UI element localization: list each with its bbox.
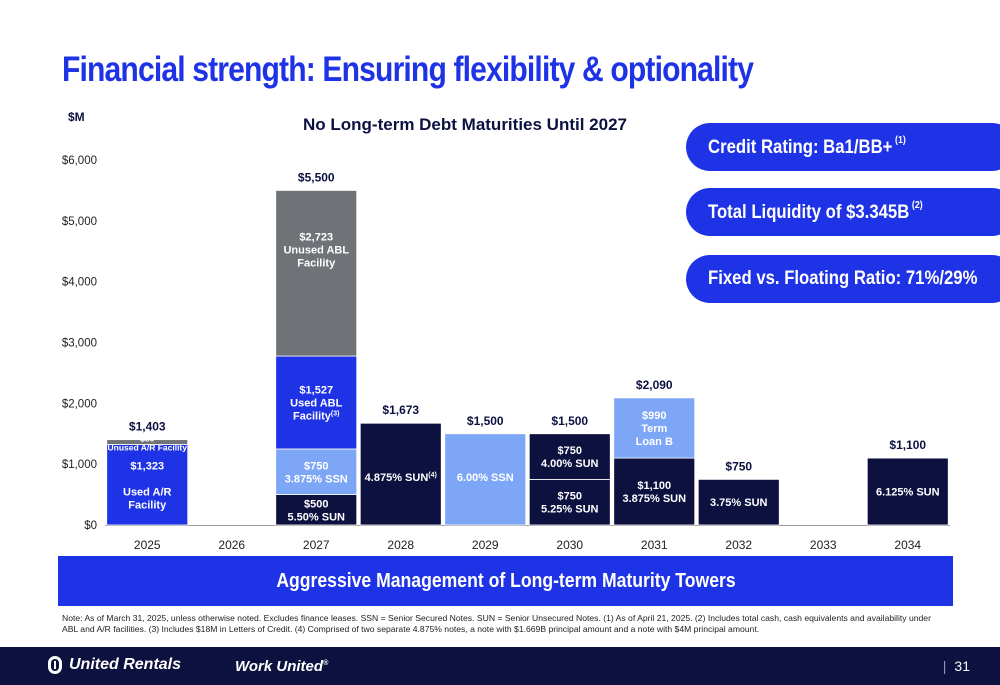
bar-segment bbox=[697, 478, 780, 526]
bar-segment-label: Unused A/R Facility bbox=[107, 443, 187, 453]
total-liquidity-pill: Total Liquidity of $3.345B (2) bbox=[686, 188, 1000, 236]
bar-segment-label: $1,527 bbox=[299, 385, 333, 397]
bar-segment bbox=[528, 478, 611, 526]
bar-segment-label: 3.75% SUN bbox=[710, 497, 768, 509]
company-logo: United Rentals bbox=[48, 656, 181, 674]
bar-total-label: $1,673 bbox=[382, 403, 419, 417]
page-number-text: 31 bbox=[954, 658, 970, 674]
x-tick-label: 2026 bbox=[218, 538, 245, 552]
bar-segment-label: 6.00% SSN bbox=[457, 472, 514, 484]
bar-segment-label: $750 bbox=[558, 445, 582, 457]
bar-segment-label: 4.00% SUN bbox=[541, 458, 599, 470]
bar-segment bbox=[613, 457, 696, 526]
bar-segment-label: 3.875% SSN bbox=[285, 473, 348, 485]
maturity-chart: $M No Long-term Debt Maturities Until 202… bbox=[62, 110, 950, 552]
x-tick-label: 2025 bbox=[134, 538, 161, 552]
x-tick-label: 2031 bbox=[641, 538, 668, 552]
y-axis-label: $M bbox=[68, 110, 85, 124]
bar-segment-label: 5.25% SUN bbox=[541, 504, 599, 516]
bar-segment-label: Facility bbox=[128, 499, 167, 511]
tagline-mark: ® bbox=[323, 660, 329, 667]
bar-segment bbox=[106, 439, 189, 445]
x-tick-label: 2033 bbox=[810, 538, 837, 552]
y-tick-label: $2,000 bbox=[62, 398, 97, 410]
x-tick-label: 2034 bbox=[894, 538, 921, 552]
bar-segment-label: Loan B bbox=[636, 436, 673, 448]
fixed-floating-pill: Fixed vs. Floating Ratio: 71%/29% bbox=[686, 255, 1000, 303]
bar-segment bbox=[613, 397, 696, 459]
bar-segment bbox=[444, 433, 527, 526]
y-tick-label: $1,000 bbox=[62, 459, 97, 471]
bar-segment-label: $1,100 bbox=[637, 480, 671, 492]
total-liquidity-footnote: (2) bbox=[911, 200, 923, 211]
bar-segment bbox=[275, 494, 358, 526]
total-liquidity-text: Total Liquidity of $3.345B bbox=[708, 202, 910, 223]
bar-segment-label: 6.125% SUN bbox=[876, 487, 940, 499]
bar-segment bbox=[275, 355, 358, 450]
y-tick-label: $5,000 bbox=[62, 216, 97, 228]
x-tick-label: 2029 bbox=[472, 538, 499, 552]
chart-title: No Long-term Debt Maturities Until 2027 bbox=[303, 115, 627, 134]
bar-segment-label: Used A/R bbox=[123, 486, 172, 498]
bar-segment-label: Used ABL bbox=[290, 398, 342, 410]
bar-segment-label: $2,723 bbox=[299, 231, 333, 243]
credit-rating-footnote: (1) bbox=[895, 135, 906, 146]
tagline: Work United® bbox=[235, 658, 328, 675]
y-tick-label: $3,000 bbox=[62, 338, 97, 350]
bar-total-label: $1,500 bbox=[467, 414, 504, 428]
bar-segment bbox=[528, 433, 611, 480]
company-name: United Rentals bbox=[69, 656, 182, 673]
x-tick-label: 2030 bbox=[556, 538, 583, 552]
y-tick-label: $4,000 bbox=[62, 277, 97, 289]
bar-total-label: $1,100 bbox=[889, 438, 926, 452]
bar-total-label: $2,090 bbox=[636, 378, 673, 392]
x-tick-label: 2028 bbox=[387, 538, 414, 552]
bar-segment bbox=[106, 444, 189, 526]
bar-segment-label: $990 bbox=[642, 410, 666, 422]
bar-total-label: $1,403 bbox=[129, 420, 166, 434]
bar-segment-label: Facility(3) bbox=[293, 411, 339, 423]
bar-segment bbox=[275, 448, 358, 495]
tagline-text: Work United bbox=[235, 658, 324, 675]
y-tick-label: $0 bbox=[84, 520, 97, 532]
bar-segment-label: $500 bbox=[304, 498, 328, 510]
bar-segment bbox=[275, 190, 358, 357]
bar-segment-label: Facility bbox=[297, 257, 336, 269]
x-tick-label: 2027 bbox=[303, 538, 330, 552]
credit-rating-text: Credit Rating: Ba1/BB+ bbox=[708, 137, 893, 158]
banner-text: Aggressive Management of Long-term Matur… bbox=[275, 569, 736, 592]
bar-segment-label: 5.50% SUN bbox=[288, 511, 346, 523]
bar-segment-label: $80 bbox=[140, 434, 154, 444]
y-tick-label: $6,000 bbox=[62, 155, 97, 167]
footnote: Note: As of March 31, 2025, unless other… bbox=[62, 613, 931, 634]
bar-segment-label: Term bbox=[641, 423, 667, 435]
bar-segment-label: $750 bbox=[558, 491, 582, 503]
bar-segment-label: 4.875% SUN(4) bbox=[365, 472, 437, 484]
bar-total-label: $5,500 bbox=[298, 170, 335, 184]
fixed-floating-text: Fixed vs. Floating Ratio: 71%/29% bbox=[708, 268, 978, 289]
bar-total-label: $1,500 bbox=[551, 414, 588, 428]
bar-segment-label: 3.875% SUN bbox=[622, 493, 686, 505]
bar-segment-label: Unused ABL bbox=[283, 244, 349, 256]
x-tick-label: 2032 bbox=[725, 538, 752, 552]
page-title: Financial strength: Ensuring flexibility… bbox=[62, 50, 754, 89]
bar-segment bbox=[359, 422, 442, 526]
summary-banner: Aggressive Management of Long-term Matur… bbox=[58, 556, 953, 606]
page-number: | 31 bbox=[942, 658, 970, 674]
footer: United Rentals Work United® | 31 bbox=[0, 647, 1000, 685]
company-logo-icon bbox=[48, 656, 62, 674]
bar-segment bbox=[866, 457, 949, 526]
credit-rating-pill: Credit Rating: Ba1/BB+ (1) bbox=[686, 123, 1000, 171]
bar-total-label: $750 bbox=[725, 459, 752, 473]
bar-segment-label: $750 bbox=[304, 460, 328, 472]
bar-segment-label: $1,323 bbox=[130, 460, 164, 472]
